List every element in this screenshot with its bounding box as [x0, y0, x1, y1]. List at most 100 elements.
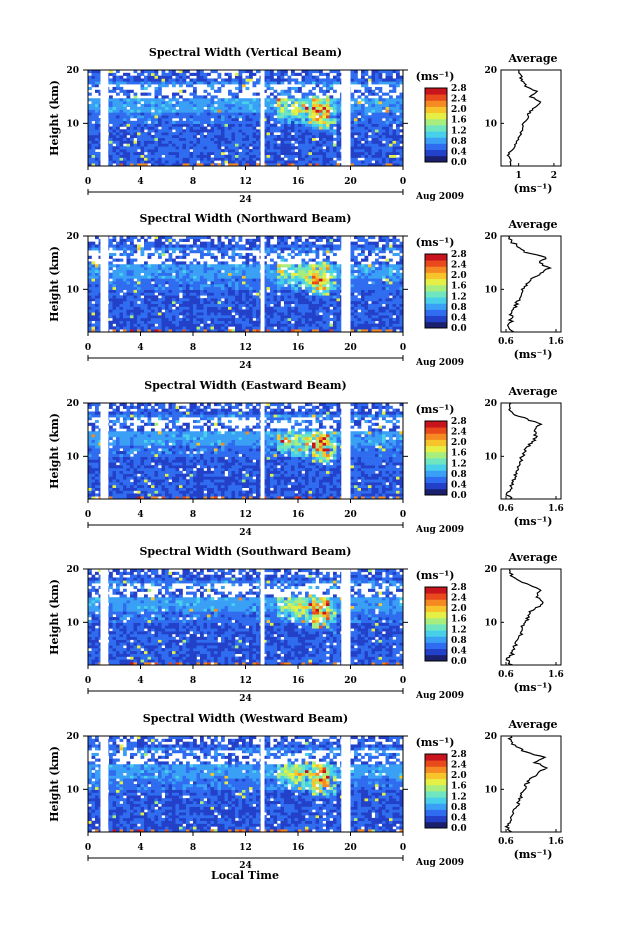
- heatmap-cell: [368, 303, 372, 307]
- heatmap-cell: [284, 134, 288, 139]
- heatmap-cell: [305, 118, 309, 122]
- heatmap-cell: [116, 275, 120, 279]
- colorbar-tick: 0.0: [451, 158, 467, 168]
- heatmap-cell: [123, 78, 127, 82]
- heatmap-cell: [361, 129, 365, 133]
- heatmap-cell: [252, 129, 257, 133]
- heatmap-cell: [263, 89, 267, 93]
- heatmap-cell: [364, 312, 369, 316]
- heatmap-cell: [364, 137, 369, 141]
- heatmap-cell: [123, 92, 127, 96]
- heatmap-cell: [396, 78, 400, 82]
- heatmap-cell: [88, 146, 92, 150]
- heatmap-cell: [231, 303, 236, 307]
- heatmap-cell: [221, 281, 225, 285]
- heatmap-cell: [329, 289, 334, 293]
- heatmap-cell: [95, 295, 99, 299]
- heatmap-cell: [368, 267, 372, 271]
- heatmap-cell: [158, 289, 162, 293]
- heatmap-cell: [256, 244, 260, 248]
- heatmap-cell: [119, 134, 124, 139]
- heatmap-cell: [133, 284, 138, 288]
- heatmap-cell: [116, 101, 120, 105]
- heatmap-cell: [354, 163, 358, 167]
- heatmap-cell: [130, 326, 134, 330]
- heatmap-cell: [329, 129, 334, 133]
- heatmap-cell: [189, 298, 194, 302]
- heatmap-cell: [291, 289, 295, 293]
- heatmap-cell: [371, 320, 376, 324]
- heatmap-cell: [326, 112, 330, 116]
- heatmap-cell: [203, 309, 208, 313]
- heatmap-cell: [231, 306, 236, 310]
- heatmap-cell: [298, 289, 302, 293]
- heatmap-cell: [287, 112, 292, 116]
- heatmap-cell: [151, 123, 155, 127]
- heatmap-cell: [200, 272, 204, 276]
- heatmap-cell: [214, 309, 218, 313]
- heatmap-cell: [252, 303, 257, 307]
- heatmap-cell: [189, 278, 194, 282]
- heatmap-cell: [322, 247, 327, 251]
- heatmap-cell: [172, 303, 176, 307]
- heatmap-cell: [98, 295, 103, 299]
- heatmap-cell: [312, 95, 316, 99]
- heatmap-cell: [231, 309, 236, 313]
- heatmap-cell: [179, 106, 183, 110]
- heatmap-cell: [91, 298, 96, 302]
- heatmap-cell: [221, 247, 225, 251]
- heatmap-cell: [256, 106, 260, 110]
- heatmap-cell: [158, 132, 162, 136]
- heatmap-cell: [287, 267, 292, 271]
- heatmap-cell: [284, 89, 288, 93]
- heatmap-cell: [277, 244, 281, 248]
- heatmap-cell: [196, 326, 201, 330]
- heatmap-cell: [298, 120, 302, 124]
- heatmap-cell: [95, 303, 99, 307]
- heatmap-cell: [140, 252, 145, 257]
- heatmap-cell: [175, 123, 180, 127]
- heatmap-cell: [273, 120, 278, 124]
- heatmap-cell: [95, 118, 99, 122]
- heatmap-cell: [263, 303, 267, 307]
- heatmap-cell: [179, 278, 183, 282]
- heatmap-cell: [333, 163, 337, 167]
- heatmap-cell: [165, 81, 169, 85]
- heatmap-cell: [175, 101, 180, 105]
- heatmap-cell: [298, 247, 302, 251]
- heatmap-cell: [329, 137, 334, 141]
- heatmap-cell: [91, 151, 96, 155]
- heatmap-cell: [88, 300, 92, 305]
- heatmap-cell: [238, 323, 243, 327]
- heatmap-cell: [273, 109, 278, 113]
- heatmap-cell: [126, 129, 131, 133]
- heatmap-cell: [287, 264, 292, 268]
- heatmap-cell: [98, 244, 103, 248]
- heatmap-cell: [305, 261, 309, 265]
- heatmap-cell: [228, 118, 232, 122]
- heatmap-cell: [291, 137, 295, 141]
- heatmap-cell: [375, 92, 379, 96]
- heatmap-cell: [385, 120, 390, 124]
- heatmap-cell: [123, 157, 127, 161]
- heatmap-cell: [175, 264, 180, 268]
- heatmap-cell: [144, 320, 148, 324]
- heatmap-cell: [336, 303, 341, 307]
- heatmap-cell: [305, 241, 309, 245]
- heatmap-cell: [294, 326, 299, 330]
- heatmap-cell: [287, 123, 292, 127]
- heatmap-cell: [91, 112, 96, 116]
- heatmap-cell: [130, 129, 134, 133]
- heatmap-cell: [130, 75, 134, 79]
- heatmap-cell: [91, 329, 96, 333]
- heatmap-cell: [238, 70, 243, 74]
- heatmap-cell: [231, 250, 236, 254]
- heatmap-cell: [336, 289, 341, 293]
- heatmap-cell: [224, 309, 229, 313]
- heatmap-cell: [140, 129, 145, 133]
- heatmap-cell: [245, 264, 250, 268]
- heatmap-cell: [245, 247, 250, 251]
- heatmap-cell: [172, 163, 176, 167]
- heatmap-cell: [231, 95, 236, 99]
- heatmap-cell: [284, 320, 288, 324]
